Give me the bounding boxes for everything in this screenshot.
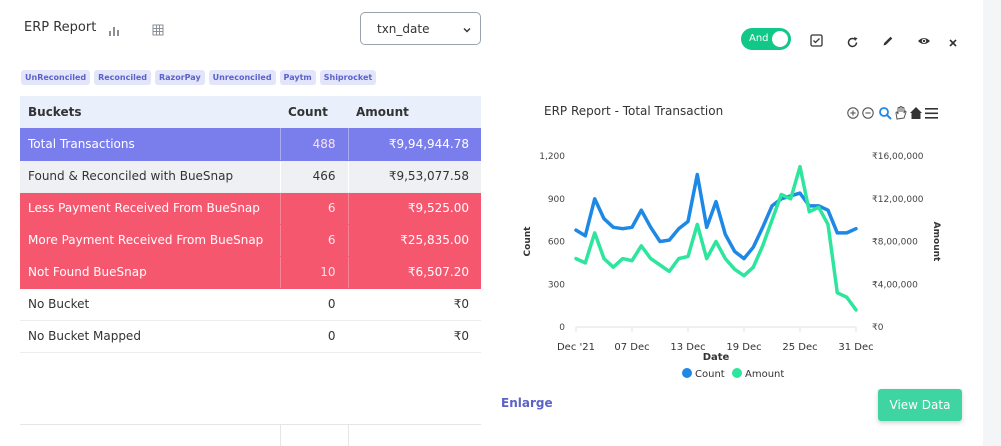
count-cell: 0 (279, 320, 348, 353)
amount-cell: ₹9,525.00 (347, 192, 481, 225)
x-tick-label: 13 Dec (670, 342, 705, 353)
table-grid-icon[interactable] (152, 21, 164, 40)
y-left-tick-label: 0 (559, 323, 565, 333)
y-right-tick-label: ₹4,00,000 (872, 280, 918, 290)
bucket-cell: More Payment Received From BueSnap (20, 224, 280, 257)
table-header-row: Buckets Count Amount (20, 96, 481, 128)
toggle-label: And (749, 33, 769, 44)
amount-cell: ₹0 (347, 288, 481, 321)
y-right-axis-title: Amount (931, 222, 941, 262)
and-or-toggle[interactable]: And (741, 28, 791, 50)
column-header-buckets: Buckets (20, 96, 280, 128)
y-right-tick-label: ₹8,00,000 (872, 238, 918, 248)
date-field-value: txn_date (377, 21, 430, 36)
table-row[interactable]: Found & Reconciled with BueSnap 466 ₹9,5… (20, 160, 481, 193)
y-right-tick-label: ₹16,00,000 (872, 152, 924, 162)
x-tick-label: 07 Dec (614, 342, 649, 353)
column-divider (348, 424, 349, 446)
filter-tag[interactable]: Reconciled (94, 70, 151, 85)
x-tick-label: 25 Dec (782, 342, 817, 353)
amount-cell: ₹6,507.20 (347, 256, 481, 289)
chart-title: ERP Report - Total Transaction (544, 104, 724, 118)
count-cell: 6 (279, 224, 348, 257)
zoom-out-icon[interactable] (862, 107, 874, 119)
y-left-tick-label: 300 (548, 280, 565, 290)
eye-icon[interactable] (917, 32, 931, 46)
bucket-cell: No Bucket Mapped (20, 320, 280, 353)
table-row[interactable]: Not Found BueSnap 10 ₹6,507.20 (20, 256, 481, 289)
count-cell: 6 (279, 192, 348, 225)
legend-label: Count (695, 369, 725, 380)
filter-tag[interactable]: Paytm (279, 70, 316, 85)
y-left-tick-label: 1,200 (539, 152, 565, 162)
bar-chart-icon[interactable] (108, 22, 120, 41)
bucket-cell: Total Transactions (20, 128, 280, 161)
pencil-icon[interactable] (882, 32, 896, 46)
bucket-cell: Found & Reconciled with BueSnap (20, 160, 280, 193)
x-tick-label: Dec '21 (557, 342, 595, 353)
filter-tag[interactable]: UnReconciled (21, 70, 91, 85)
column-divider (280, 424, 281, 446)
line-chart: 0 300 600 900 1,200 ₹0 ₹4,00,000 ₹8,00,000 ₹12,0… (523, 106, 941, 380)
count-cell: 0 (279, 288, 348, 321)
amount-cell: ₹9,53,077.58 (347, 160, 481, 193)
bucket-table: Buckets Count Amount Total Transactions … (20, 96, 481, 353)
filter-tag[interactable]: Shiprocket (319, 70, 377, 85)
enlarge-link[interactable]: Enlarge (501, 396, 553, 410)
report-title: ERP Report (24, 20, 97, 35)
x-tick-label: 19 Dec (726, 342, 761, 353)
close-icon[interactable] (948, 33, 962, 47)
table-footer-divider (20, 424, 481, 446)
table-row[interactable]: More Payment Received From BueSnap 6 ₹25… (20, 224, 481, 257)
menu-icon[interactable] (925, 108, 938, 119)
refresh-icon[interactable] (846, 34, 860, 48)
legend-marker (732, 368, 742, 378)
view-data-button[interactable]: View Data (878, 389, 962, 421)
y-right-tick-label: ₹0 (872, 323, 884, 333)
filter-tag[interactable]: Unreconciled (208, 70, 276, 85)
legend-marker (682, 368, 692, 378)
amount-cell: ₹9,94,944.78 (347, 128, 481, 161)
checkbox-icon[interactable] (810, 32, 824, 47)
legend-label: Amount (745, 369, 784, 380)
y-left-tick-label: 600 (548, 238, 565, 248)
chevron-down-icon (462, 24, 472, 38)
home-reset-icon[interactable] (910, 107, 922, 119)
selection-zoom-icon[interactable] (879, 107, 892, 120)
y-left-axis-title: Count (523, 226, 533, 257)
chart-toolbar (847, 106, 938, 120)
zoom-in-icon[interactable] (847, 107, 859, 119)
table-row[interactable]: Total Transactions 488 ₹9,94,944.78 (20, 128, 481, 161)
page-scroll-gutter (983, 0, 1001, 446)
table-row[interactable]: Less Payment Received From BueSnap 6 ₹9,… (20, 192, 481, 225)
amount-cell: ₹25,835.00 (347, 224, 481, 257)
toggle-knob (772, 31, 788, 47)
filter-tag[interactable]: RazorPay (155, 70, 205, 85)
column-header-count: Count (280, 96, 348, 128)
y-right-tick-label: ₹12,00,000 (872, 195, 924, 205)
date-field-select[interactable]: txn_date (360, 12, 481, 45)
bucket-cell: Less Payment Received From BueSnap (20, 192, 280, 225)
bucket-cell: No Bucket (20, 288, 280, 321)
x-axis-title: Date (703, 352, 730, 363)
pan-hand-icon[interactable] (895, 106, 907, 120)
table-row[interactable]: No Bucket Mapped 0 ₹0 (20, 320, 481, 353)
amount-cell: ₹0 (347, 320, 481, 353)
series-line-amount (574, 164, 858, 312)
count-cell: 466 (279, 160, 348, 193)
bucket-cell: Not Found BueSnap (20, 256, 280, 289)
table-row[interactable]: No Bucket 0 ₹0 (20, 288, 481, 321)
x-tick-label: 31 Dec (838, 342, 873, 353)
count-cell: 10 (279, 256, 348, 289)
count-cell: 488 (279, 128, 348, 161)
y-left-tick-label: 900 (548, 195, 565, 205)
column-header-amount: Amount (348, 96, 481, 128)
series-line-count (574, 172, 858, 261)
filter-tags: UnReconciled Reconciled RazorPay Unrecon… (21, 70, 377, 85)
